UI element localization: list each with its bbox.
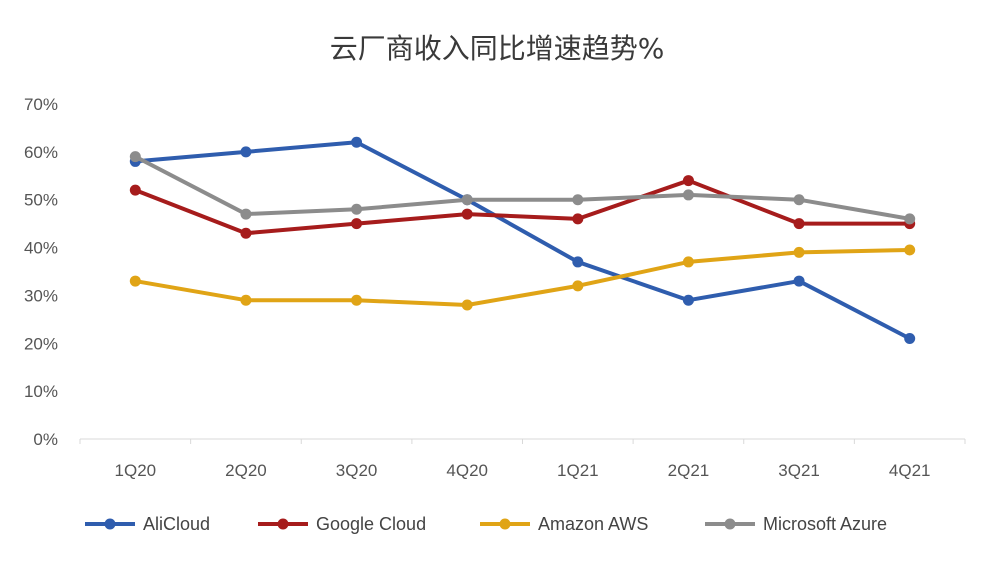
data-point-google-cloud xyxy=(240,227,252,239)
legend-item-microsoft-azure: Microsoft Azure xyxy=(705,514,887,534)
data-point-amazon-aws xyxy=(129,275,141,287)
y-tick-label: 70% xyxy=(24,95,58,114)
x-tick-label: 3Q21 xyxy=(778,461,820,480)
y-tick-label: 0% xyxy=(33,430,58,449)
data-point-microsoft-azure xyxy=(572,194,584,206)
data-point-amazon-aws xyxy=(572,280,584,292)
plot-area xyxy=(129,136,916,344)
data-point-microsoft-azure xyxy=(904,213,916,225)
legend-marker xyxy=(277,518,289,530)
legend-label: Amazon AWS xyxy=(538,514,648,534)
data-point-alicloud xyxy=(240,146,252,158)
legend-marker xyxy=(724,518,736,530)
data-point-alicloud xyxy=(904,333,916,344)
data-point-alicloud xyxy=(351,136,363,148)
series-line-google-cloud xyxy=(133,178,912,236)
data-point-google-cloud xyxy=(682,175,694,187)
y-axis: 0% 10% 20% 30% 40% 50% 60% 70% xyxy=(24,95,58,449)
data-point-amazon-aws xyxy=(682,256,694,268)
data-point-google-cloud xyxy=(572,213,584,225)
legend-item-alicloud: AliCloud xyxy=(85,514,210,534)
x-tick-label: 1Q20 xyxy=(115,461,157,480)
legend-item-google-cloud: Google Cloud xyxy=(258,514,426,534)
series-microsoft-azure xyxy=(129,151,916,225)
data-point-amazon-aws xyxy=(351,294,363,306)
x-tick-label: 3Q20 xyxy=(336,461,378,480)
legend-marker xyxy=(499,518,511,530)
y-tick-label: 40% xyxy=(24,239,58,258)
x-tick-label: 2Q21 xyxy=(668,461,710,480)
x-tick-label: 2Q20 xyxy=(225,461,267,480)
series-alicloud xyxy=(129,136,916,344)
data-point-alicloud xyxy=(793,275,805,287)
data-point-microsoft-azure xyxy=(129,151,141,163)
y-tick-label: 10% xyxy=(24,382,58,401)
legend-item-amazon-aws: Amazon AWS xyxy=(480,514,648,534)
data-point-amazon-aws xyxy=(904,244,916,256)
data-point-microsoft-azure xyxy=(351,203,363,215)
y-tick-label: 30% xyxy=(24,286,58,305)
data-point-google-cloud xyxy=(461,208,473,220)
y-tick-label: 50% xyxy=(24,191,58,210)
series-amazon-aws xyxy=(129,244,916,311)
data-point-microsoft-azure xyxy=(240,208,252,220)
data-point-amazon-aws xyxy=(240,294,252,306)
series-line-alicloud xyxy=(133,140,912,341)
data-point-google-cloud xyxy=(793,218,805,230)
series-line-amazon-aws xyxy=(133,247,912,307)
x-tick-label: 1Q21 xyxy=(557,461,599,480)
data-point-alicloud xyxy=(682,294,694,306)
x-tick-label: 4Q21 xyxy=(889,461,931,480)
data-point-microsoft-azure xyxy=(461,194,473,206)
legend-marker xyxy=(104,518,116,530)
data-point-microsoft-azure xyxy=(682,189,694,201)
x-axis: 1Q20 2Q20 3Q20 4Q20 1Q21 2Q21 3Q21 4Q21 xyxy=(79,438,966,480)
legend-label: Microsoft Azure xyxy=(763,514,887,534)
legend-label: AliCloud xyxy=(143,514,210,534)
y-tick-label: 20% xyxy=(24,334,58,353)
legend: AliCloud Google Cloud Amazon AWS Microsoft … xyxy=(85,514,887,534)
y-tick-label: 60% xyxy=(24,143,58,162)
chart-title: 云厂商收入同比增速趋势% xyxy=(330,32,665,65)
legend-label: Google Cloud xyxy=(316,514,426,534)
data-point-amazon-aws xyxy=(793,246,805,258)
series-line-microsoft-azure xyxy=(133,154,912,221)
data-point-alicloud xyxy=(572,256,584,268)
x-tick-label: 4Q20 xyxy=(446,461,488,480)
data-point-google-cloud xyxy=(351,218,363,230)
data-point-microsoft-azure xyxy=(793,194,805,206)
data-point-amazon-aws xyxy=(461,299,473,311)
data-point-google-cloud xyxy=(129,184,141,196)
